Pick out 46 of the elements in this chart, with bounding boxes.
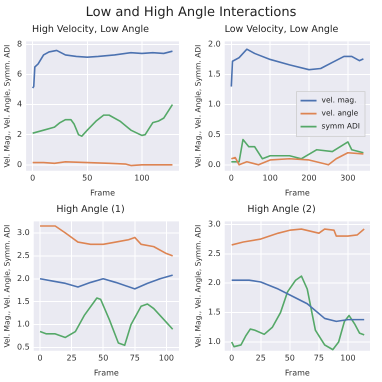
x-tick-label: 300 [340, 174, 356, 183]
x-axis-title: Frame [90, 188, 116, 198]
chart-title: High Angle (2) [247, 204, 316, 216]
chart-title: High Angle (1) [56, 204, 125, 216]
x-tick-label: 100 [340, 354, 356, 363]
x-tick-label: 0 [37, 354, 43, 363]
text: Low and High Angle Interactions [84, 5, 298, 20]
x-axis-title: Frame [284, 188, 310, 198]
y-tick-label: 1.0 [16, 320, 30, 329]
y-tick-label: 1.5 [208, 308, 221, 317]
y-tick-label: 8 [16, 39, 22, 48]
y-tick-label: 0.5 [16, 342, 30, 352]
y-tick-label: 2.0 [208, 278, 221, 288]
y-tick-label: 2.5 [208, 248, 221, 258]
chart-title: Low Velocity, Low Angle [224, 24, 339, 36]
y-tick-label: 3.0 [208, 219, 221, 228]
x-tick-label: 50 [82, 174, 92, 183]
y-tick-label: 0 [16, 160, 22, 169]
x-tick-label: 50 [98, 354, 108, 363]
y-tick-label: 0.5 [208, 130, 221, 139]
y-tick-label: 1.0 [208, 337, 221, 346]
x-tick-label: 100 [134, 174, 150, 183]
y-tick-label: 1.0 [208, 100, 221, 109]
x-tick-label: 100 [158, 354, 174, 363]
chart-title: High Velocity, Low Angle [32, 24, 150, 36]
y-tick-label: 2.0 [16, 274, 30, 283]
y-tick-label: 2.0 [208, 39, 221, 48]
y-tick-label: 4 [16, 100, 22, 109]
x-tick-label: 25 [66, 354, 77, 363]
y-tick-label: 1.5 [16, 296, 30, 306]
x-tick-label: 0 [229, 354, 234, 363]
y-tick-label: 2.5 [16, 250, 30, 260]
y-tick-label: 6 [16, 70, 22, 79]
x-tick-label: 50 [284, 354, 295, 363]
x-axis-title: Frame [284, 368, 310, 378]
x-tick-label: 200 [301, 174, 317, 183]
y-tick-label: 3.0 [16, 228, 30, 237]
x-tick-label: 75 [314, 354, 324, 363]
y-tick-label: 1.5 [208, 70, 221, 79]
y-tick-label: 0.0 [208, 160, 221, 169]
x-tick-label: 25 [256, 354, 266, 363]
x-axis-title: Frame [94, 368, 119, 378]
x-tick-label: 0 [228, 174, 234, 183]
x-tick-label: 100 [262, 174, 278, 183]
x-tick-label: 75 [130, 354, 140, 363]
y-tick-label: 2 [16, 130, 22, 139]
